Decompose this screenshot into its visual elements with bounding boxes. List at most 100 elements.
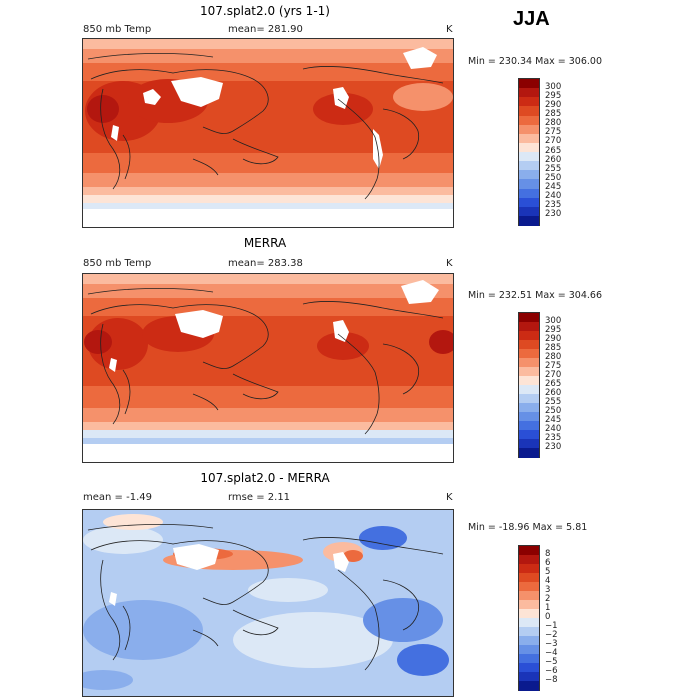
colorbar-swatch	[519, 573, 539, 583]
panel-2-units-label: K	[446, 258, 453, 269]
colorbar-tick-label: 240	[545, 191, 562, 202]
panel-3-map-plot	[83, 510, 453, 696]
colorbar-swatch	[519, 115, 539, 126]
panel-3-title: 107.splat2.0 - MERRA	[200, 471, 330, 485]
colorbar-swatch	[519, 161, 539, 171]
colorbar-tick-label: 1	[545, 602, 551, 613]
colorbar-tick-label: −2	[545, 629, 558, 640]
colorbar-tick-label: 295	[545, 324, 562, 335]
panel-3-mean-label: mean = -1.49	[83, 492, 152, 503]
colorbar-swatch	[519, 179, 539, 189]
colorbar-tick-label: 240	[545, 423, 562, 434]
colorbar-swatch	[519, 609, 539, 619]
colorbar-swatch	[519, 170, 539, 180]
colorbar-swatch	[519, 600, 539, 610]
colorbar-tick-label: 270	[545, 369, 562, 380]
colorbar-tick-label: 3	[545, 584, 551, 595]
panel-3-rmse-label: rmse = 2.11	[228, 492, 291, 503]
colorbar-tick-label: 245	[545, 414, 562, 425]
colorbar-swatch	[519, 582, 539, 592]
colorbar-swatch	[519, 331, 539, 341]
colorbar-tick-label: 260	[545, 154, 562, 165]
panel-3-colorbar-ramp	[518, 545, 540, 691]
colorbar-swatch	[519, 124, 539, 135]
colorbar-tick-label: 260	[545, 387, 562, 398]
panel-1-title: 107.splat2.0 (yrs 1-1)	[200, 4, 330, 18]
colorbar-swatch	[519, 133, 539, 144]
colorbar-tick-label: −4	[545, 647, 558, 658]
season-label: JJA	[513, 8, 550, 30]
colorbar-tick-label: 300	[545, 81, 562, 92]
colorbar-tick-label: 265	[545, 145, 562, 156]
panel-3-colorbar: 8 6 5 4 3 2 1 0 −1 −2 −3 −4 −5 −6 −8	[518, 545, 558, 691]
colorbar-swatch	[519, 430, 539, 440]
colorbar-tick-label: 5	[545, 566, 551, 577]
colorbar-tick-label: 285	[545, 109, 562, 119]
colorbar-tick-label: −1	[545, 620, 558, 631]
colorbar-tick-label: −6	[545, 665, 558, 676]
panel-2-colorbar-ramp	[518, 312, 540, 458]
colorbar-swatch	[519, 591, 539, 601]
colorbar-tick-label: −5	[545, 656, 558, 667]
colorbar-tick-label: 280	[545, 351, 562, 362]
colorbar-tick-label: 280	[545, 118, 562, 129]
panel-2-mean-label: mean= 283.38	[228, 258, 303, 269]
colorbar-swatch	[519, 385, 539, 395]
panel-1-units-label: K	[446, 24, 453, 35]
colorbar-swatch	[519, 106, 539, 116]
colorbar-tick-label: 0	[545, 611, 551, 622]
colorbar-tick-label: 230	[545, 441, 562, 452]
panel-2-colorbar: 300 295 290 285 280 275 270 265 260 255 250 245 240 2…	[518, 312, 561, 458]
colorbar-swatch	[519, 645, 539, 655]
panel-3-map	[82, 509, 454, 697]
panel-2-minmax: Min = 232.51 Max = 304.66	[468, 290, 602, 301]
colorbar-swatch	[519, 79, 539, 89]
panel-1-map-plot	[83, 39, 453, 227]
colorbar-swatch	[519, 448, 539, 458]
colorbar-tick-label: 275	[545, 360, 562, 371]
colorbar-swatch	[519, 188, 539, 199]
colorbar-swatch	[519, 197, 539, 208]
colorbar-tick-label: 255	[545, 396, 562, 407]
colorbar-tick-label: 2	[545, 593, 551, 604]
colorbar-tick-label: 275	[545, 127, 562, 138]
colorbar-swatch	[519, 88, 539, 98]
colorbar-tick-label: 8	[545, 548, 551, 559]
colorbar-swatch	[519, 97, 539, 107]
colorbar-tick-label: −8	[545, 674, 558, 685]
colorbar-swatch	[519, 627, 539, 637]
colorbar-swatch	[519, 421, 539, 431]
colorbar-swatch	[519, 654, 539, 664]
colorbar-tick-label: 4	[545, 575, 551, 586]
panel-2-map	[82, 273, 454, 463]
colorbar-tick-label: 290	[545, 333, 562, 344]
colorbar-swatch	[519, 555, 539, 565]
panel-2-variable-label: 850 mb Temp	[83, 258, 152, 269]
panel-1-colorbar: 300 295 290 285 280 275 270 265 260 255 250 245 240 2…	[518, 78, 561, 226]
colorbar-swatch	[519, 358, 539, 368]
colorbar-swatch	[519, 152, 539, 162]
colorbar-swatch	[519, 367, 539, 377]
colorbar-swatch	[519, 663, 539, 673]
panel-2-title: MERRA	[243, 236, 287, 250]
colorbar-swatch	[519, 546, 539, 556]
colorbar-tick-label: 235	[545, 200, 562, 211]
panel-1-minmax: Min = 230.34 Max = 306.00	[468, 56, 602, 67]
colorbar-swatch	[519, 376, 539, 386]
colorbar-swatch	[519, 439, 539, 449]
colorbar-tick-label: 295	[545, 90, 562, 101]
panel-3-minmax: Min = -18.96 Max = 5.81	[468, 522, 588, 533]
colorbar-swatch	[519, 394, 539, 404]
colorbar-swatch	[519, 412, 539, 422]
colorbar-swatch	[519, 313, 539, 323]
colorbar-swatch	[519, 206, 539, 217]
colorbar-swatch	[519, 681, 539, 691]
panel-2-map-plot	[83, 274, 453, 462]
colorbar-swatch	[519, 340, 539, 350]
colorbar-tick-label: −3	[545, 638, 558, 649]
colorbar-tick-label: 290	[545, 99, 562, 110]
panel-1-map	[82, 38, 454, 228]
colorbar-tick-label: 6	[545, 557, 551, 568]
colorbar-tick-label: 230	[545, 209, 562, 220]
colorbar-swatch	[519, 618, 539, 628]
